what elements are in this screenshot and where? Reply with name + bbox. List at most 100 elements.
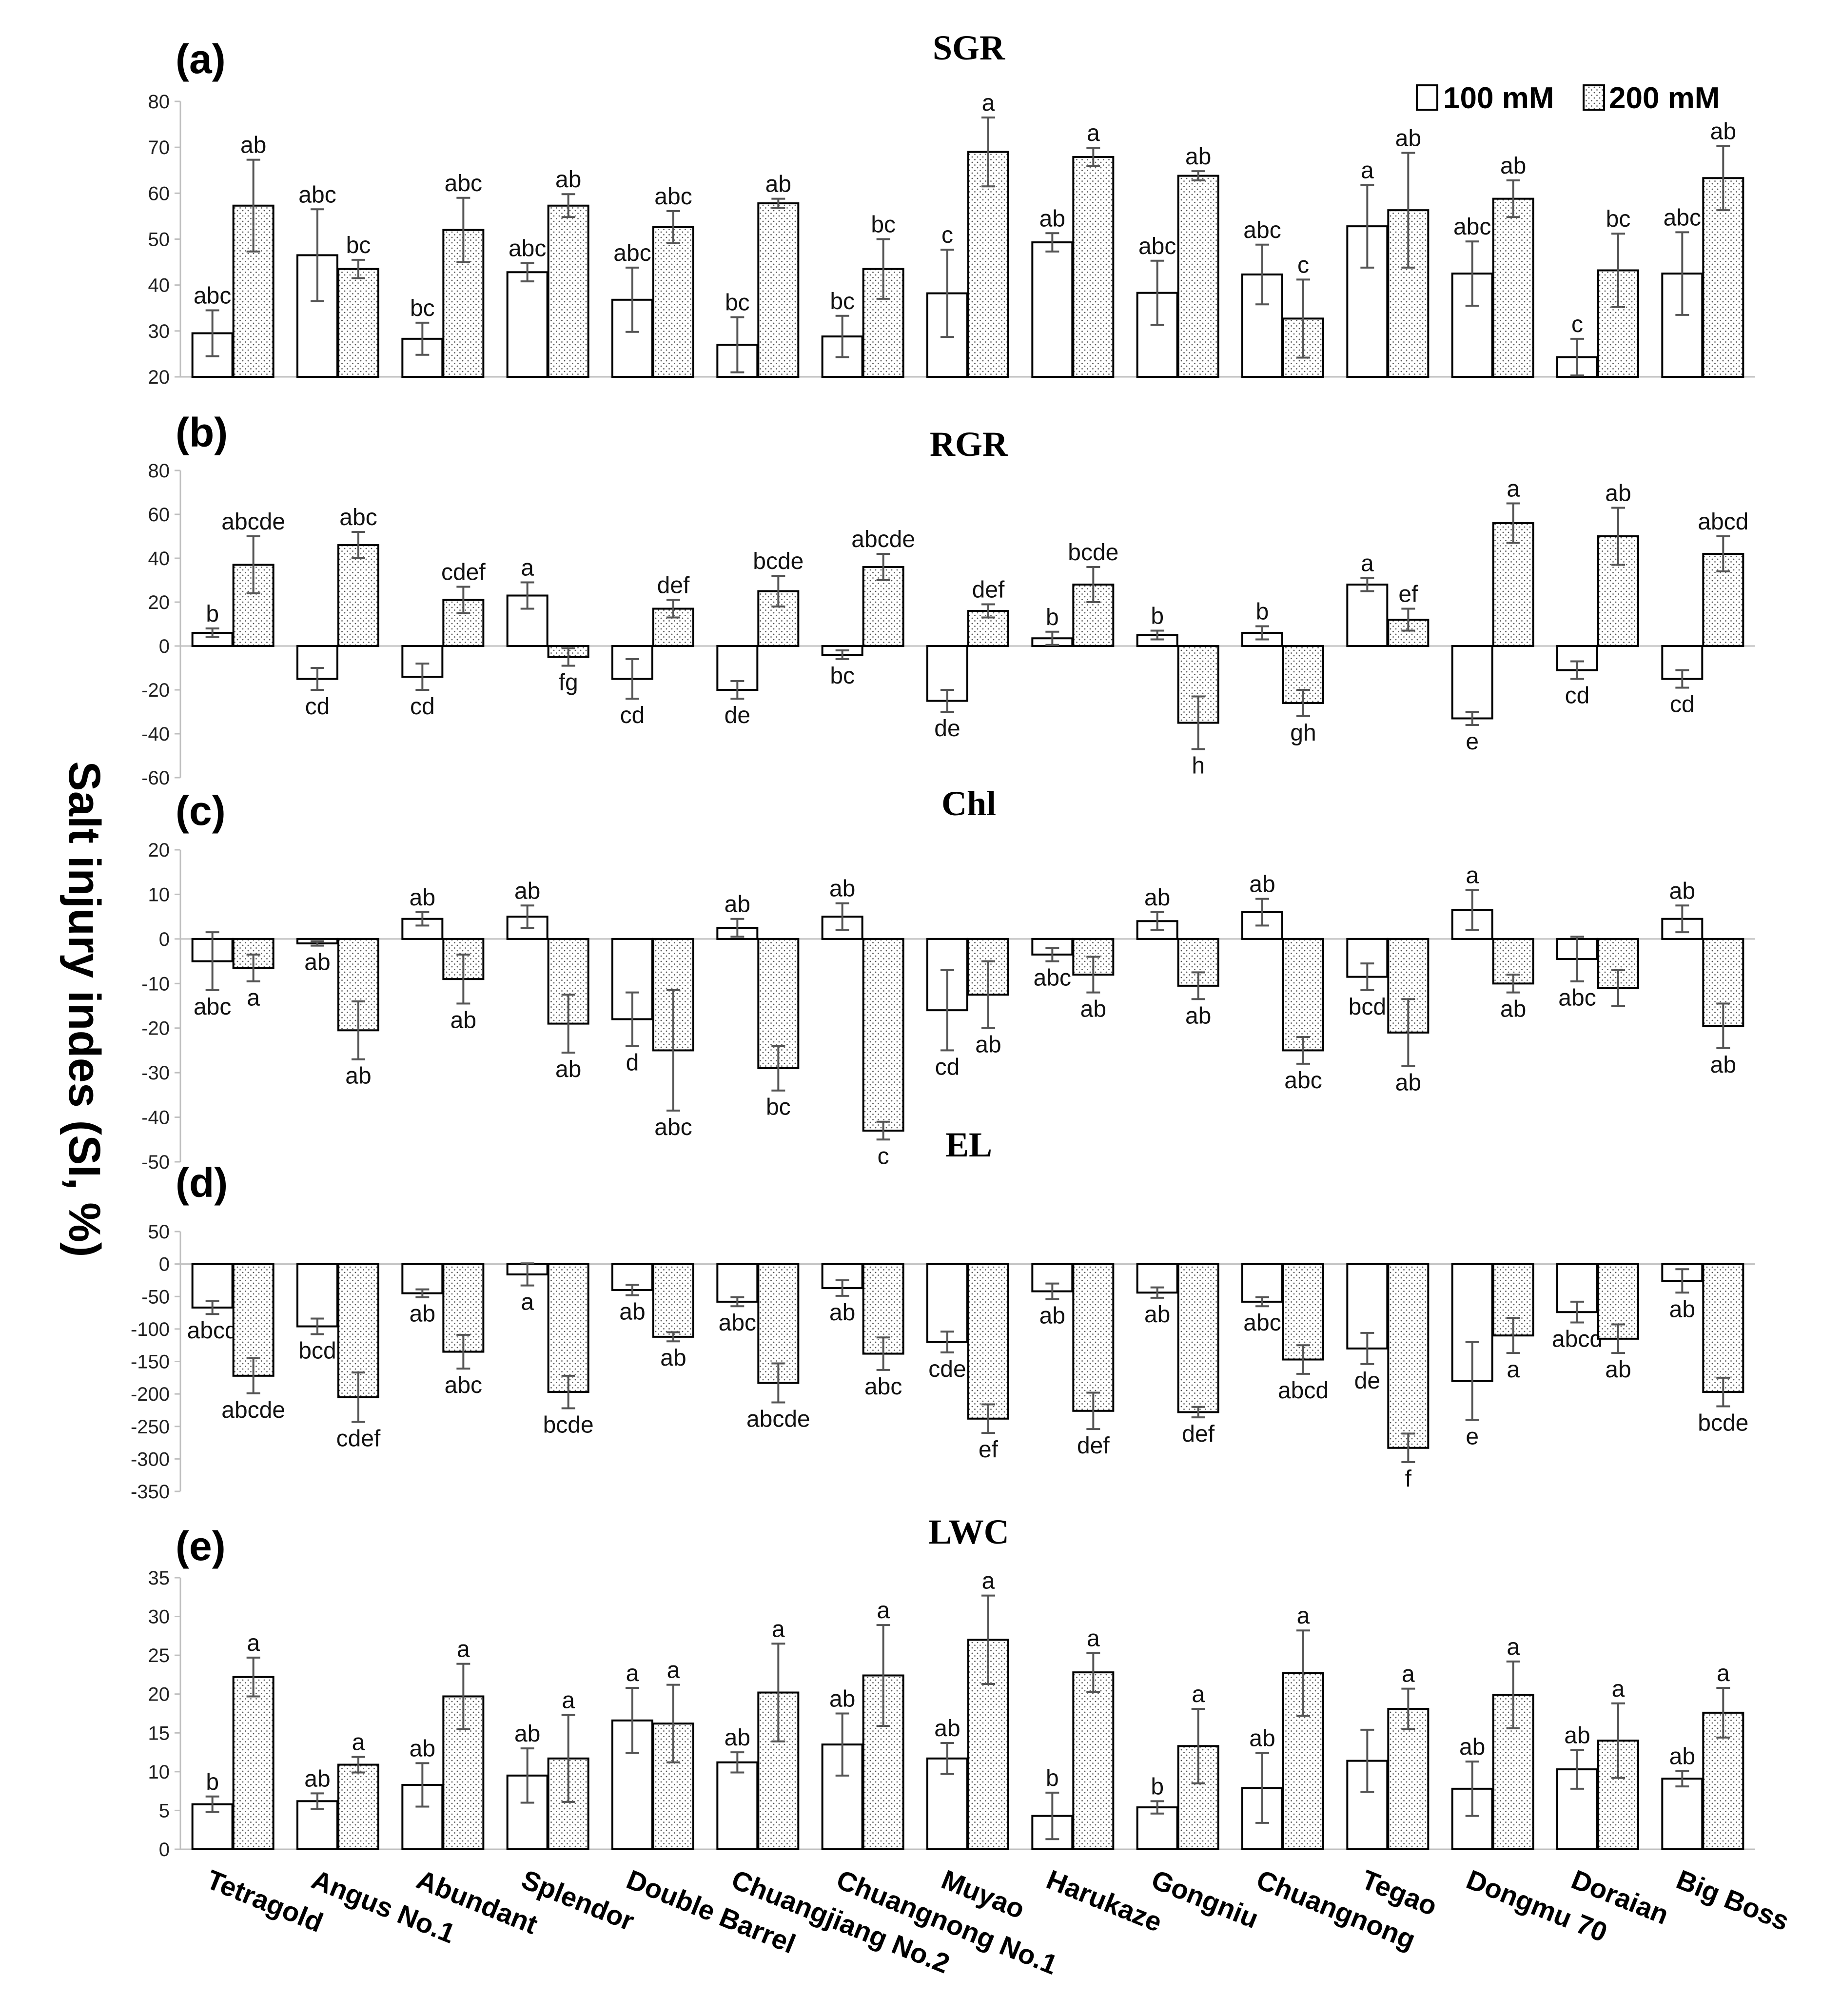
significance-letter: de <box>725 703 750 728</box>
y-tick-label: -350 <box>131 1481 170 1503</box>
significance-letter: abc <box>1243 1310 1281 1336</box>
significance-letter: ab <box>304 950 330 976</box>
significance-letter: b <box>1151 1774 1164 1800</box>
bar-200mm-dongmu-70 <box>1492 197 1534 378</box>
bar-100mm-chuangnong <box>1241 1263 1283 1303</box>
significance-letter: b <box>1046 1765 1059 1791</box>
bar-100mm-muyao <box>926 1263 968 1343</box>
significance-letter: bcd <box>298 1338 336 1364</box>
significance-letter: a <box>1361 551 1374 577</box>
significance-letter: a <box>247 1630 260 1656</box>
y-tick-label: -40 <box>141 1107 170 1129</box>
y-tick-label: -100 <box>131 1319 170 1340</box>
significance-letter: def <box>972 577 1005 603</box>
panel-label: (c) <box>176 788 226 834</box>
legend: 100 mM 200 mM <box>1416 81 1720 115</box>
significance-letter: bcde <box>1698 1410 1748 1436</box>
y-tick-label: -60 <box>141 767 170 789</box>
significance-letter: bcde <box>753 548 803 574</box>
significance-letter: ab <box>410 885 435 911</box>
significance-letter: ab <box>1144 1302 1170 1328</box>
y-tick-label: 20 <box>148 592 170 613</box>
legend-swatch-200 <box>1583 84 1605 111</box>
significance-letter: a <box>982 90 995 116</box>
significance-letter: abc <box>339 505 377 530</box>
y-tick-label: 40 <box>148 275 170 296</box>
significance-letter: bcd <box>1349 994 1386 1020</box>
y-tick-label: 0 <box>159 636 170 657</box>
significance-letter: b <box>206 601 219 627</box>
significance-letter: ab <box>410 1301 435 1327</box>
significance-letter: a <box>1507 1634 1520 1660</box>
significance-letter: abcd <box>1278 1378 1329 1404</box>
y-tick-label: -40 <box>141 724 170 745</box>
significance-letter: e <box>1466 1424 1479 1449</box>
bar-200mm-harukaze <box>1072 156 1115 378</box>
significance-letter: ab <box>514 878 540 904</box>
significance-letter: abc <box>1243 217 1281 243</box>
significance-letter: bc <box>766 1095 791 1120</box>
significance-letter: a <box>1297 1603 1310 1629</box>
y-tick-label: 30 <box>148 1606 170 1628</box>
significance-letter: abc <box>654 184 692 210</box>
y-tick-label: -10 <box>141 973 170 995</box>
significance-letter: abc <box>1284 1068 1322 1094</box>
bar-200mm-tegao <box>1387 209 1430 378</box>
significance-letter: abcde <box>221 1397 285 1423</box>
significance-letter: ef <box>979 1437 999 1463</box>
significance-letter: ab <box>1249 1726 1275 1752</box>
y-tick-label: -20 <box>141 680 170 701</box>
significance-letter: a <box>1402 1662 1415 1687</box>
significance-letter: ab <box>1605 481 1631 507</box>
y-tick-label: -300 <box>131 1448 170 1470</box>
significance-letter: b <box>1151 604 1164 629</box>
significance-letter: ab <box>1249 872 1275 898</box>
significance-letter: e <box>1466 729 1479 755</box>
y-tick-label: 50 <box>148 1221 170 1243</box>
y-tick-label: 0 <box>159 1254 170 1275</box>
y-tick-label: 20 <box>148 840 170 861</box>
bar-200mm-chuangnong <box>1282 938 1324 1052</box>
significance-letter: abcd <box>187 1318 238 1344</box>
significance-letter: abcd <box>1698 509 1748 535</box>
significance-letter: ab <box>555 167 581 193</box>
bar-200mm-splendor <box>547 204 589 378</box>
bar-200mm-tegao <box>1387 1263 1430 1449</box>
panel-title: RGR <box>930 425 1008 464</box>
y-tick-label: -200 <box>131 1384 170 1405</box>
category-label: Gongniu <box>1147 1864 1263 1935</box>
significance-letter: fg <box>559 670 578 696</box>
significance-letter: abc <box>1558 985 1596 1011</box>
significance-letter: abc <box>194 283 231 309</box>
panel-el: EL(d)-350-300-250-200-150-100-50050abcdb… <box>131 1125 1755 1503</box>
significance-letter: a <box>562 1688 575 1714</box>
category-label: Big Boss <box>1672 1864 1794 1937</box>
bar-100mm-angus-no-1 <box>296 1263 338 1328</box>
significance-letter: a <box>667 1658 680 1683</box>
significance-letter: bc <box>830 663 855 689</box>
bar-200mm-muyao <box>967 1263 1009 1420</box>
y-tick-label: -50 <box>141 1152 170 1173</box>
significance-letter: a <box>982 1568 995 1594</box>
y-axis-label: Salt injury indes (SI, %) <box>59 761 109 1257</box>
bar-100mm-tegao <box>1346 584 1389 647</box>
significance-letter: ab <box>1039 1303 1065 1329</box>
significance-letter: ab <box>1605 1357 1631 1383</box>
y-tick-label: 70 <box>148 137 170 158</box>
significance-letter: a <box>1192 1682 1205 1707</box>
bar-200mm-big-boss <box>1702 177 1744 378</box>
significance-letter: bc <box>410 295 435 321</box>
significance-letter: ab <box>1669 1743 1695 1769</box>
significance-letter: cd <box>1670 692 1695 718</box>
significance-letter: def <box>657 573 690 599</box>
significance-letter: ab <box>410 1736 435 1762</box>
significance-letter: abc <box>719 1310 756 1336</box>
significance-letter: cd <box>935 1054 960 1080</box>
significance-letter: abc <box>613 240 651 266</box>
significance-letter: abc <box>1453 214 1491 240</box>
significance-letter: ab <box>1500 997 1526 1022</box>
significance-letter: cd <box>305 694 330 720</box>
